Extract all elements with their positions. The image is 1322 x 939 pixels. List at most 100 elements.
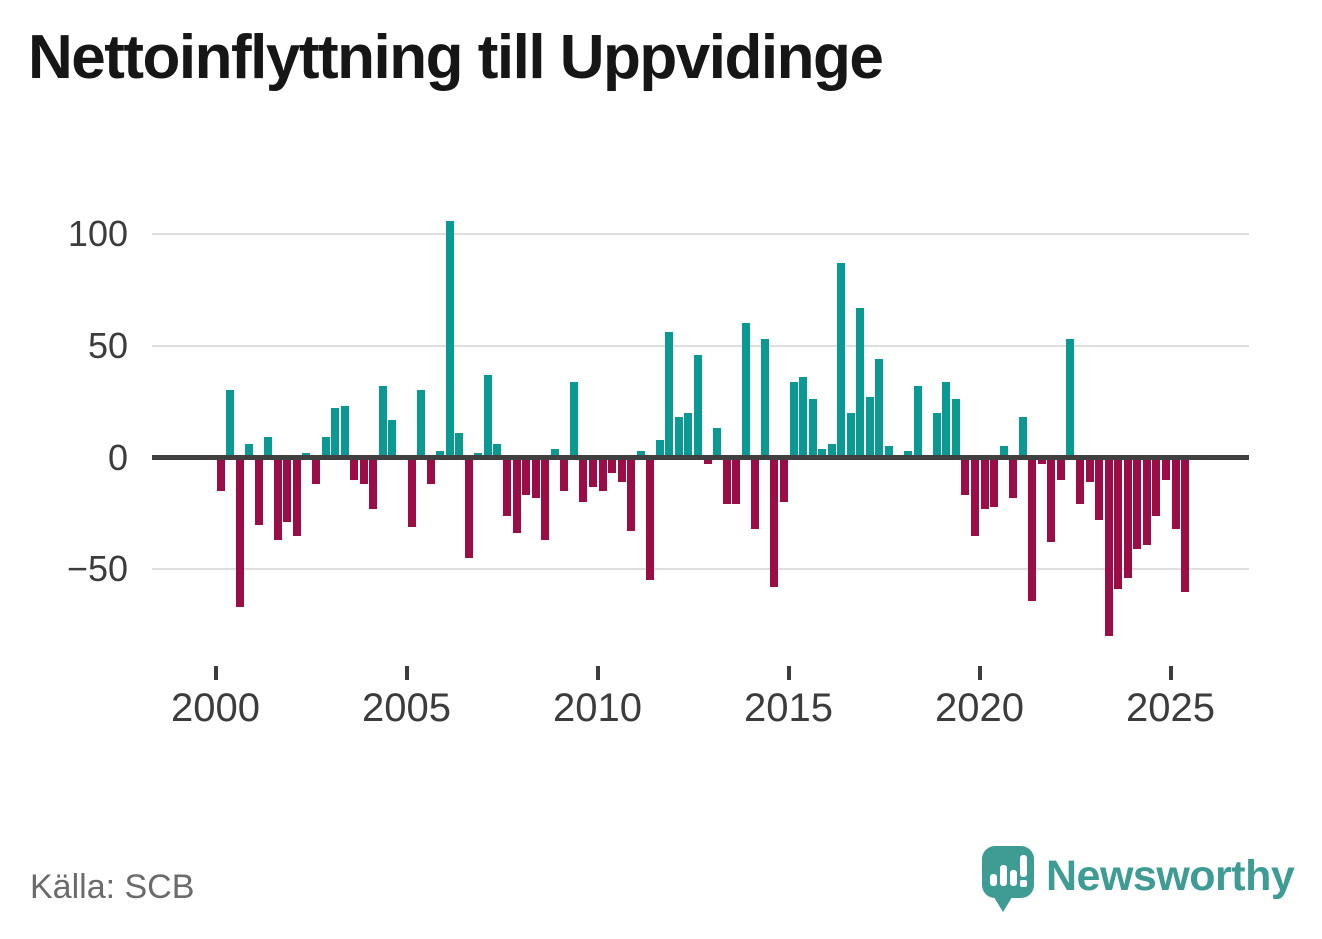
newsworthy-bubble-tail bbox=[992, 894, 1014, 912]
bar-2023Q4 bbox=[1123, 457, 1132, 579]
bar-2015Q2 bbox=[799, 377, 808, 458]
x-axis-tick-2025 bbox=[1168, 666, 1173, 680]
bar-2021Q1 bbox=[1018, 417, 1027, 458]
bar-2017Q2 bbox=[875, 359, 884, 458]
x-axis-label-2015: 2015 bbox=[744, 686, 833, 730]
bar-2011Q3 bbox=[655, 439, 664, 458]
bar-2005Q2 bbox=[417, 390, 426, 458]
x-axis-tick-2000 bbox=[213, 666, 218, 680]
bar-2016Q1 bbox=[827, 444, 836, 458]
bar-2017Q1 bbox=[865, 397, 874, 458]
bar-2020Q2 bbox=[990, 457, 999, 507]
bar-2014Q1 bbox=[751, 457, 760, 530]
bar-2012Q3 bbox=[694, 354, 702, 458]
bar-2017Q3 bbox=[885, 446, 893, 458]
x-axis-label-2025: 2025 bbox=[1126, 686, 1215, 730]
bar-2004Q2 bbox=[378, 385, 387, 458]
bar-2007Q3 bbox=[503, 457, 511, 516]
bar-2022Q3 bbox=[1076, 457, 1084, 505]
bar-2001Q2 bbox=[264, 437, 273, 458]
bar-2013Q3 bbox=[732, 457, 741, 505]
bar-2008Q4 bbox=[550, 448, 559, 458]
bar-2005Q1 bbox=[407, 457, 416, 527]
bar-2023Q2 bbox=[1104, 457, 1113, 637]
bar-2009Q2 bbox=[569, 381, 578, 458]
bar-2007Q4 bbox=[512, 457, 521, 534]
bar-2001Q1 bbox=[254, 457, 263, 525]
bar-2015Q4 bbox=[818, 448, 827, 458]
newsworthy-wordmark: Newsworthy bbox=[1046, 852, 1295, 900]
bar-2006Q2 bbox=[455, 432, 464, 458]
bar-2020Q4 bbox=[1009, 457, 1018, 498]
x-axis-label-2020: 2020 bbox=[935, 686, 1024, 730]
bar-2008Q3 bbox=[541, 457, 550, 541]
y-axis-label: 100 bbox=[67, 213, 128, 254]
bar-2007Q2 bbox=[493, 444, 502, 458]
bar-2001Q4 bbox=[283, 457, 292, 523]
gridline--50 bbox=[152, 568, 1249, 571]
bar-2015Q3 bbox=[808, 399, 817, 458]
bar-2024Q4 bbox=[1161, 457, 1170, 480]
bar-2000Q1 bbox=[216, 457, 225, 492]
bar-2005Q3 bbox=[426, 457, 435, 485]
bar-2006Q1 bbox=[445, 220, 454, 458]
bar-2000Q3 bbox=[235, 457, 244, 608]
bar-2019Q3 bbox=[961, 457, 970, 496]
bar-2023Q1 bbox=[1095, 457, 1104, 521]
source-caption: Källa: SCB bbox=[30, 868, 195, 906]
bar-2018Q2 bbox=[913, 385, 922, 458]
bar-2013Q2 bbox=[722, 457, 731, 505]
bar-2011Q2 bbox=[646, 457, 655, 581]
bar-2010Q2 bbox=[608, 457, 617, 474]
bar-2003Q4 bbox=[359, 457, 368, 485]
bar-2010Q4 bbox=[627, 457, 636, 532]
bar-2021Q2 bbox=[1028, 457, 1037, 601]
bar-2016Q4 bbox=[856, 307, 865, 458]
bar-2018Q1 bbox=[904, 450, 913, 458]
chart-title: Nettoinflyttning till Uppvidinge bbox=[28, 23, 884, 92]
newsworthy-logo: Newsworthy bbox=[982, 844, 1302, 924]
x-axis-tick-2005 bbox=[404, 666, 409, 680]
bar-2004Q3 bbox=[388, 419, 397, 458]
x-axis-label-2010: 2010 bbox=[553, 686, 642, 730]
bar-2019Q4 bbox=[970, 457, 979, 536]
bar-2000Q2 bbox=[226, 390, 235, 458]
logo-bar-icon bbox=[990, 874, 997, 886]
bar-2016Q2 bbox=[837, 263, 846, 458]
zero-axis-line bbox=[152, 455, 1249, 460]
bar-2008Q1 bbox=[522, 457, 531, 496]
bar-2003Q2 bbox=[340, 406, 349, 458]
x-axis-tick-2010 bbox=[595, 666, 600, 680]
bar-2024Q2 bbox=[1142, 457, 1151, 545]
bar-2002Q1 bbox=[292, 457, 301, 536]
bar-2009Q4 bbox=[588, 457, 597, 487]
bar-2011Q1 bbox=[636, 450, 645, 458]
bar-2012Q1 bbox=[674, 417, 683, 458]
bar-2000Q4 bbox=[245, 444, 254, 458]
bar-2020Q1 bbox=[980, 457, 989, 509]
bar-2020Q3 bbox=[999, 446, 1008, 458]
x-axis-label-2005: 2005 bbox=[362, 686, 451, 730]
bar-2025Q1 bbox=[1171, 457, 1180, 530]
logo-exclamation-icon bbox=[1020, 855, 1027, 877]
logo-bar-icon bbox=[1000, 865, 1007, 886]
gridline-50 bbox=[152, 344, 1249, 347]
bar-2019Q2 bbox=[951, 399, 960, 458]
bar-2016Q3 bbox=[846, 412, 855, 458]
gridline-100 bbox=[152, 233, 1249, 235]
bar-2010Q3 bbox=[617, 457, 626, 483]
bar-2002Q4 bbox=[321, 437, 330, 458]
bar-2009Q1 bbox=[560, 457, 569, 492]
newsworthy-bubble-icon bbox=[982, 846, 1034, 898]
logo-exclamation-dot-icon bbox=[1020, 880, 1027, 887]
bar-2023Q3 bbox=[1114, 457, 1123, 590]
bar-2015Q1 bbox=[789, 381, 798, 458]
y-axis-label: 50 bbox=[87, 324, 128, 366]
logo-bar-icon bbox=[1010, 870, 1017, 886]
bar-2003Q3 bbox=[350, 457, 359, 480]
bar-2009Q3 bbox=[579, 457, 588, 503]
bar-2002Q3 bbox=[312, 457, 320, 485]
bar-2025Q2 bbox=[1181, 457, 1190, 592]
bar-2022Q1 bbox=[1056, 457, 1065, 480]
